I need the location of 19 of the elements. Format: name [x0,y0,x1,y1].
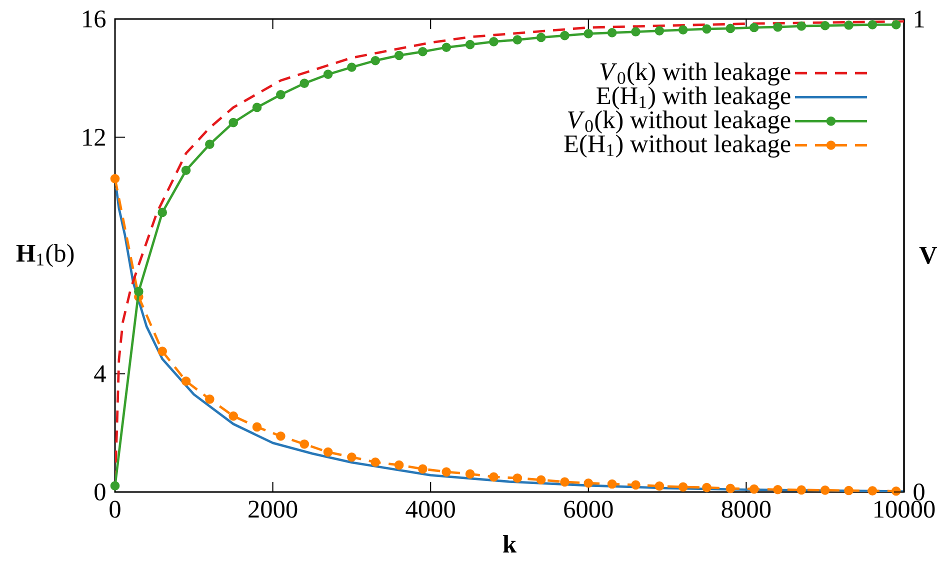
y2-tick-label: 0 [914,483,924,501]
x-tick-label: 0 [110,500,120,518]
y-tick-label: 16 [83,10,106,28]
y2-tick-label: 1 [914,10,924,28]
x-tick-label: 6000 [564,500,613,518]
x-axis-title: k [503,534,517,553]
y2-axis-title: V [919,247,938,264]
y-tick-label: 4 [94,365,106,382]
x-tick-label: 2000 [248,500,298,518]
legend-label: E(H$_{1}$) with leakage [596,86,790,110]
legend-label: V$_{0}$(k) without leakage [568,110,790,134]
legend-label: V$_{0}$(k) with leakage [600,62,790,86]
x-tick-label: 8000 [722,500,771,518]
x-tick-label: 4000 [406,500,455,518]
x-tick-label: 10000 [874,500,935,518]
y-axis-title: H$_{1}$(b) [16,244,74,267]
y-tick-label: 0 [94,483,106,501]
legend-label: E(H$_{1}$) without leakage [564,134,790,158]
y-tick-label: 12 [83,128,105,146]
